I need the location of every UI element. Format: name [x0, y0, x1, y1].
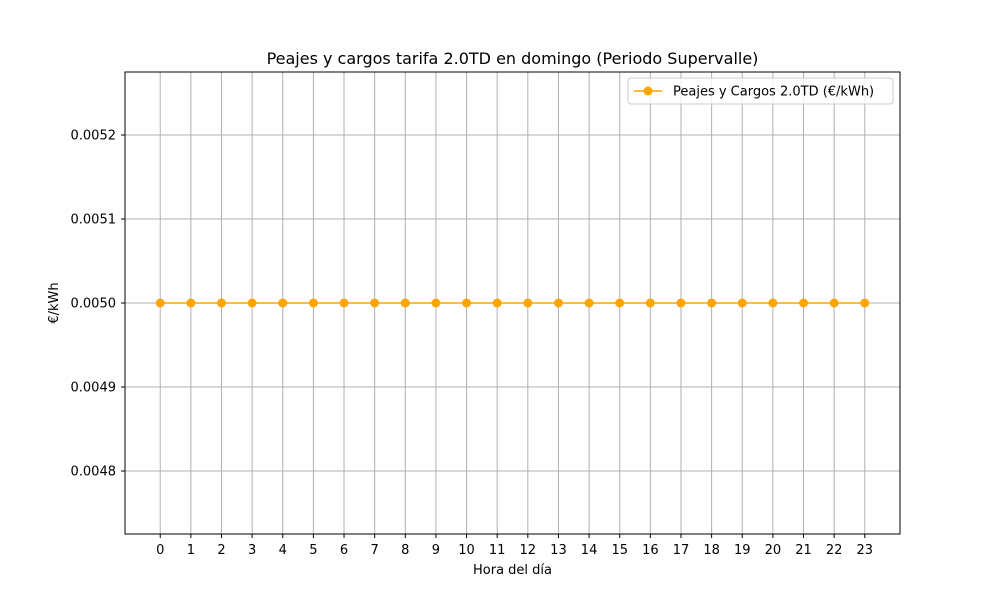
y-axis: 0.0048 0.0049 0.0050 0.0051 0.0052 — [71, 129, 125, 480]
data-point — [829, 298, 839, 308]
x-tick-label: 1 — [187, 543, 195, 558]
legend-box — [627, 77, 894, 105]
data-point — [431, 298, 441, 308]
y-tick-label: 0.0051 — [71, 213, 117, 228]
x-tick-label: 20 — [765, 543, 782, 558]
series-layer — [155, 298, 870, 308]
data-point — [553, 298, 563, 308]
data-point — [155, 298, 165, 308]
x-tick-label: 10 — [458, 543, 475, 558]
x-tick-label: 9 — [432, 543, 440, 558]
data-point — [400, 298, 410, 308]
data-point — [676, 298, 686, 308]
data-point — [860, 298, 870, 308]
x-tick-label: 16 — [642, 543, 659, 558]
data-point — [768, 298, 778, 308]
data-point — [737, 298, 747, 308]
x-tick-label: 17 — [673, 543, 690, 558]
data-point — [707, 298, 717, 308]
data-point — [492, 298, 502, 308]
x-tick-label: 22 — [826, 543, 843, 558]
chart-title: Peajes y cargos tarifa 2.0TD en domingo … — [267, 49, 759, 68]
data-point — [523, 298, 533, 308]
y-axis-label: €/kWh — [47, 282, 62, 323]
x-tick-label: 7 — [371, 543, 379, 558]
data-point — [615, 298, 625, 308]
data-point — [247, 298, 257, 308]
x-tick-label: 4 — [279, 543, 287, 558]
data-point — [186, 298, 196, 308]
x-tick-label: 12 — [520, 543, 537, 558]
x-tick-label: 6 — [340, 543, 348, 558]
y-tick-label: 0.0048 — [71, 465, 117, 480]
x-tick-label: 2 — [217, 543, 225, 558]
x-tick-label: 15 — [611, 543, 628, 558]
x-tick-label: 0 — [156, 543, 164, 558]
y-tick-label: 0.0052 — [71, 129, 117, 144]
data-point — [278, 298, 288, 308]
data-point — [645, 298, 655, 308]
data-point — [308, 298, 318, 308]
legend-label: Peajes y Cargos 2.0TD (€/kWh) — [673, 85, 874, 100]
x-axis-label: Hora del día — [473, 563, 552, 578]
data-point — [799, 298, 809, 308]
x-axis: 0 1 2 3 4 5 6 7 8 9 10 11 12 13 14 15 16 17 18 19 20 21 22 23 — [156, 534, 873, 558]
data-point — [339, 298, 349, 308]
legend-point-marker — [643, 86, 653, 96]
x-tick-label: 8 — [401, 543, 409, 558]
x-tick-label: 11 — [489, 543, 506, 558]
x-tick-label: 18 — [703, 543, 720, 558]
x-tick-label: 13 — [550, 543, 567, 558]
data-point — [370, 298, 380, 308]
x-tick-label: 23 — [856, 543, 873, 558]
x-tick-label: 19 — [734, 543, 751, 558]
x-tick-label: 5 — [309, 543, 317, 558]
x-tick-label: 21 — [795, 543, 812, 558]
x-tick-label: 3 — [248, 543, 256, 558]
data-point — [462, 298, 472, 308]
legend: Peajes y Cargos 2.0TD (€/kWh) — [627, 77, 894, 105]
y-tick-label: 0.0049 — [71, 381, 117, 396]
data-point — [584, 298, 594, 308]
data-point — [216, 298, 226, 308]
x-tick-label: 14 — [581, 543, 598, 558]
y-tick-label: 0.0050 — [71, 297, 117, 312]
